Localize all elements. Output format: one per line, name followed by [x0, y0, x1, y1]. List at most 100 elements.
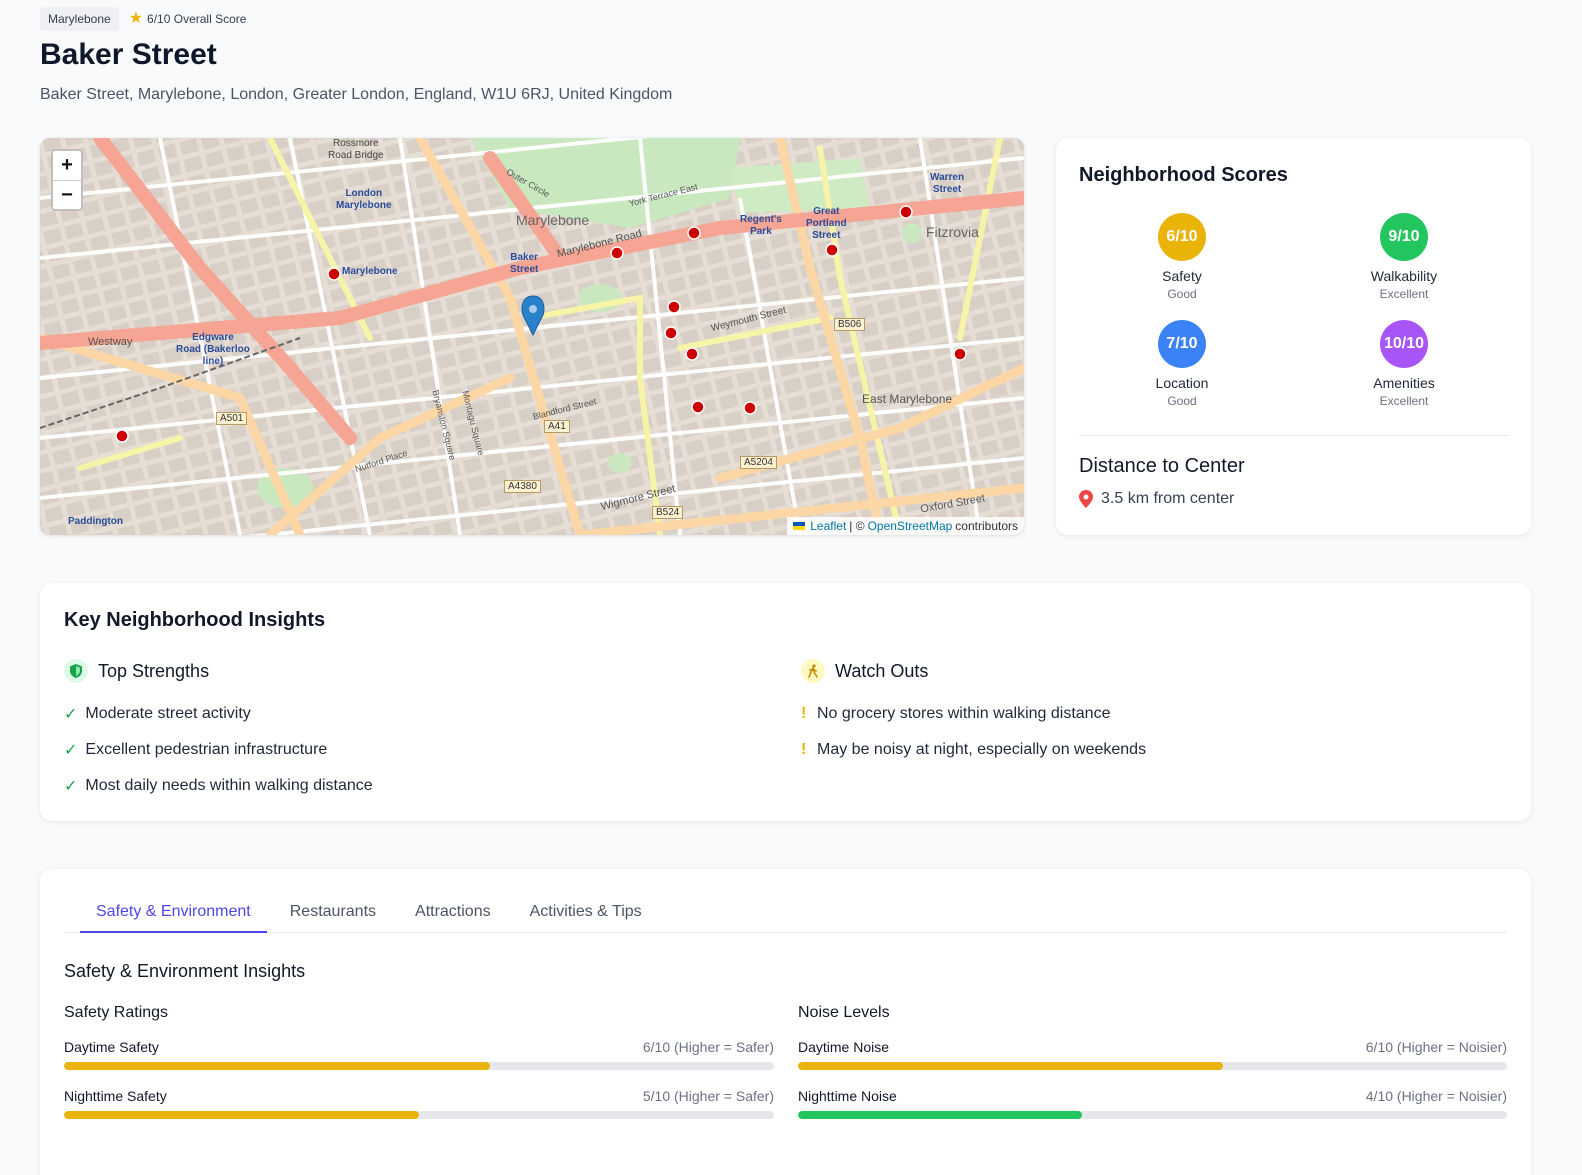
- scores-title: Neighborhood Scores: [1079, 164, 1288, 186]
- watch-outs-heading: Watch Outs: [801, 659, 928, 683]
- check-icon: ✓: [64, 742, 78, 759]
- tab-bar: Safety & Environment Restaurants Attract…: [64, 899, 1507, 933]
- progress-track: [798, 1062, 1507, 1070]
- overall-score: ★ 6/10 Overall Score: [129, 11, 247, 27]
- top-strengths-title: Top Strengths: [98, 660, 210, 681]
- watch-text: May be noisy at night, especially on wee…: [817, 741, 1147, 758]
- score-walkability-circle: 9/10: [1380, 213, 1428, 261]
- location-pin-icon[interactable]: [521, 295, 545, 337]
- map-label-baker-street-station: Baker Street: [510, 252, 539, 275]
- check-icon: ✓: [64, 706, 78, 723]
- strength-text: Moderate street activity: [85, 705, 251, 722]
- tab-safety-environment[interactable]: Safety & Environment: [80, 899, 267, 933]
- distance-text: 3.5 km from center: [1101, 490, 1235, 507]
- header-meta: Marylebone ★ 6/10 Overall Score: [40, 7, 246, 31]
- map-label-b506: B506: [834, 318, 866, 331]
- meter-value: 4/10 (Higher = Noisier): [1365, 1088, 1507, 1104]
- tab-activities-tips[interactable]: Activities & Tips: [529, 903, 642, 920]
- score-amenities-label: Amenities: [1373, 375, 1435, 391]
- nighttime-noise-meter: Nighttime Noise 4/10 (Higher = Noisier): [798, 1088, 1507, 1119]
- strength-text: Most daily needs within walking distance: [85, 777, 373, 794]
- map-label-westway: Westway: [88, 336, 133, 348]
- map-label-fitzrovia: Fitzrovia: [926, 224, 979, 240]
- list-item: ✓ Most daily needs within walking distanc…: [64, 768, 373, 804]
- attribution-separator: | ©: [849, 519, 865, 533]
- area-badge: Marylebone: [40, 7, 119, 31]
- map-label-east-marylebone: East Marylebone: [862, 392, 953, 406]
- leaflet-link[interactable]: Leaflet: [810, 519, 847, 533]
- scores-divider: [1079, 435, 1508, 436]
- zoom-control: + −: [51, 149, 83, 211]
- zoom-out-button[interactable]: −: [53, 180, 81, 209]
- map-label-a4380: A4380: [504, 480, 541, 493]
- meter-label: Nighttime Noise: [798, 1088, 897, 1104]
- map-label-great-portland-street: Great Portland Street: [806, 206, 847, 241]
- star-icon: ★: [128, 10, 144, 27]
- list-item: ✓ Moderate street activity: [64, 696, 373, 732]
- map-label-a501: A501: [216, 412, 248, 425]
- list-item: ✓ Excellent pedestrian infrastructure: [64, 732, 373, 768]
- score-location-label: Location: [1155, 375, 1209, 391]
- score-safety: 6/10 Safety Good: [1122, 213, 1242, 301]
- daytime-safety-meter: Daytime Safety 6/10 (Higher = Safer): [64, 1039, 774, 1070]
- page-title: Baker Street: [40, 38, 217, 71]
- progress-track: [64, 1062, 774, 1070]
- top-strengths-heading: Top Strengths: [64, 659, 209, 683]
- distance-title: Distance to Center: [1079, 455, 1245, 477]
- openstreetmap-link[interactable]: OpenStreetMap: [867, 519, 953, 533]
- watch-text: No grocery stores within walking distanc…: [817, 705, 1111, 722]
- exclamation-icon: !: [801, 741, 807, 758]
- meter-label: Daytime Noise: [798, 1039, 890, 1055]
- map-label-a5204: A5204: [740, 456, 777, 469]
- walking-person-icon: [801, 659, 825, 683]
- score-amenities-circle: 10/10: [1380, 320, 1428, 368]
- distance-info: 3.5 km from center: [1079, 490, 1234, 508]
- meter-value: 6/10 (Higher = Noisier): [1365, 1039, 1507, 1055]
- shield-icon: [64, 659, 88, 683]
- daytime-noise-meter: Daytime Noise 6/10 (Higher = Noisier): [798, 1039, 1507, 1070]
- map-label-rossmore: Rossmore Road Bridge: [328, 138, 384, 161]
- score-amenities: 10/10 Amenities Excellent: [1344, 320, 1464, 408]
- map-pin-icon: [1079, 490, 1093, 508]
- watch-outs-title: Watch Outs: [835, 660, 929, 681]
- map-label-edgware-road: Edgware Road (Bakerloo line): [176, 332, 250, 367]
- score-walkability-rating: Excellent: [1379, 287, 1429, 301]
- noise-levels-title: Noise Levels: [798, 1004, 890, 1021]
- score-amenities-rating: Excellent: [1379, 394, 1429, 408]
- meter-value: 6/10 (Higher = Safer): [642, 1039, 774, 1055]
- tab-restaurants[interactable]: Restaurants: [289, 903, 377, 920]
- score-safety-circle: 6/10: [1158, 213, 1206, 261]
- score-safety-label: Safety: [1162, 268, 1202, 284]
- address: Baker Street, Marylebone, London, Greate…: [40, 86, 673, 103]
- list-item: ! May be noisy at night, especially on we…: [801, 732, 1146, 768]
- map-tiles: [40, 138, 1024, 535]
- exclamation-icon: !: [801, 705, 807, 722]
- progress-track: [64, 1111, 774, 1119]
- insights-title: Key Neighborhood Insights: [64, 609, 326, 631]
- map-label-a41: A41: [544, 420, 570, 433]
- key-insights-card: Key Neighborhood Insights Top Strengths …: [40, 583, 1531, 821]
- details-tabs-card: Safety & Environment Restaurants Attract…: [40, 869, 1531, 1175]
- strengths-list: ✓ Moderate street activity ✓ Excellent ped…: [64, 696, 373, 804]
- score-safety-rating: Good: [1167, 287, 1197, 301]
- safety-ratings-title: Safety Ratings: [64, 1004, 169, 1021]
- meter-value: 5/10 (Higher = Safer): [642, 1088, 774, 1104]
- attribution-contributors: contributors: [955, 519, 1018, 533]
- map[interactable]: Marylebone Fitzrovia East Marylebone Wes…: [40, 138, 1024, 535]
- list-item: ! No grocery stores within walking distan…: [801, 696, 1146, 732]
- tab-attractions[interactable]: Attractions: [415, 903, 491, 920]
- progress-fill: [64, 1062, 490, 1070]
- progress-track: [798, 1111, 1507, 1119]
- strength-text: Excellent pedestrian infrastructure: [85, 741, 328, 758]
- check-icon: ✓: [64, 778, 78, 795]
- progress-fill: [64, 1111, 419, 1119]
- neighborhood-scores-card: Neighborhood Scores 6/10 Safety Good 9/1…: [1056, 138, 1531, 535]
- score-walkability-label: Walkability: [1370, 268, 1438, 284]
- progress-fill: [798, 1111, 1082, 1119]
- ukraine-flag-icon: [793, 522, 806, 530]
- map-label-marylebone: Marylebone: [516, 212, 590, 228]
- map-label-london-marylebone: London Marylebone: [336, 188, 392, 211]
- progress-fill: [798, 1062, 1224, 1070]
- overall-score-text: 6/10 Overall Score: [147, 12, 247, 26]
- zoom-in-button[interactable]: +: [61, 154, 73, 176]
